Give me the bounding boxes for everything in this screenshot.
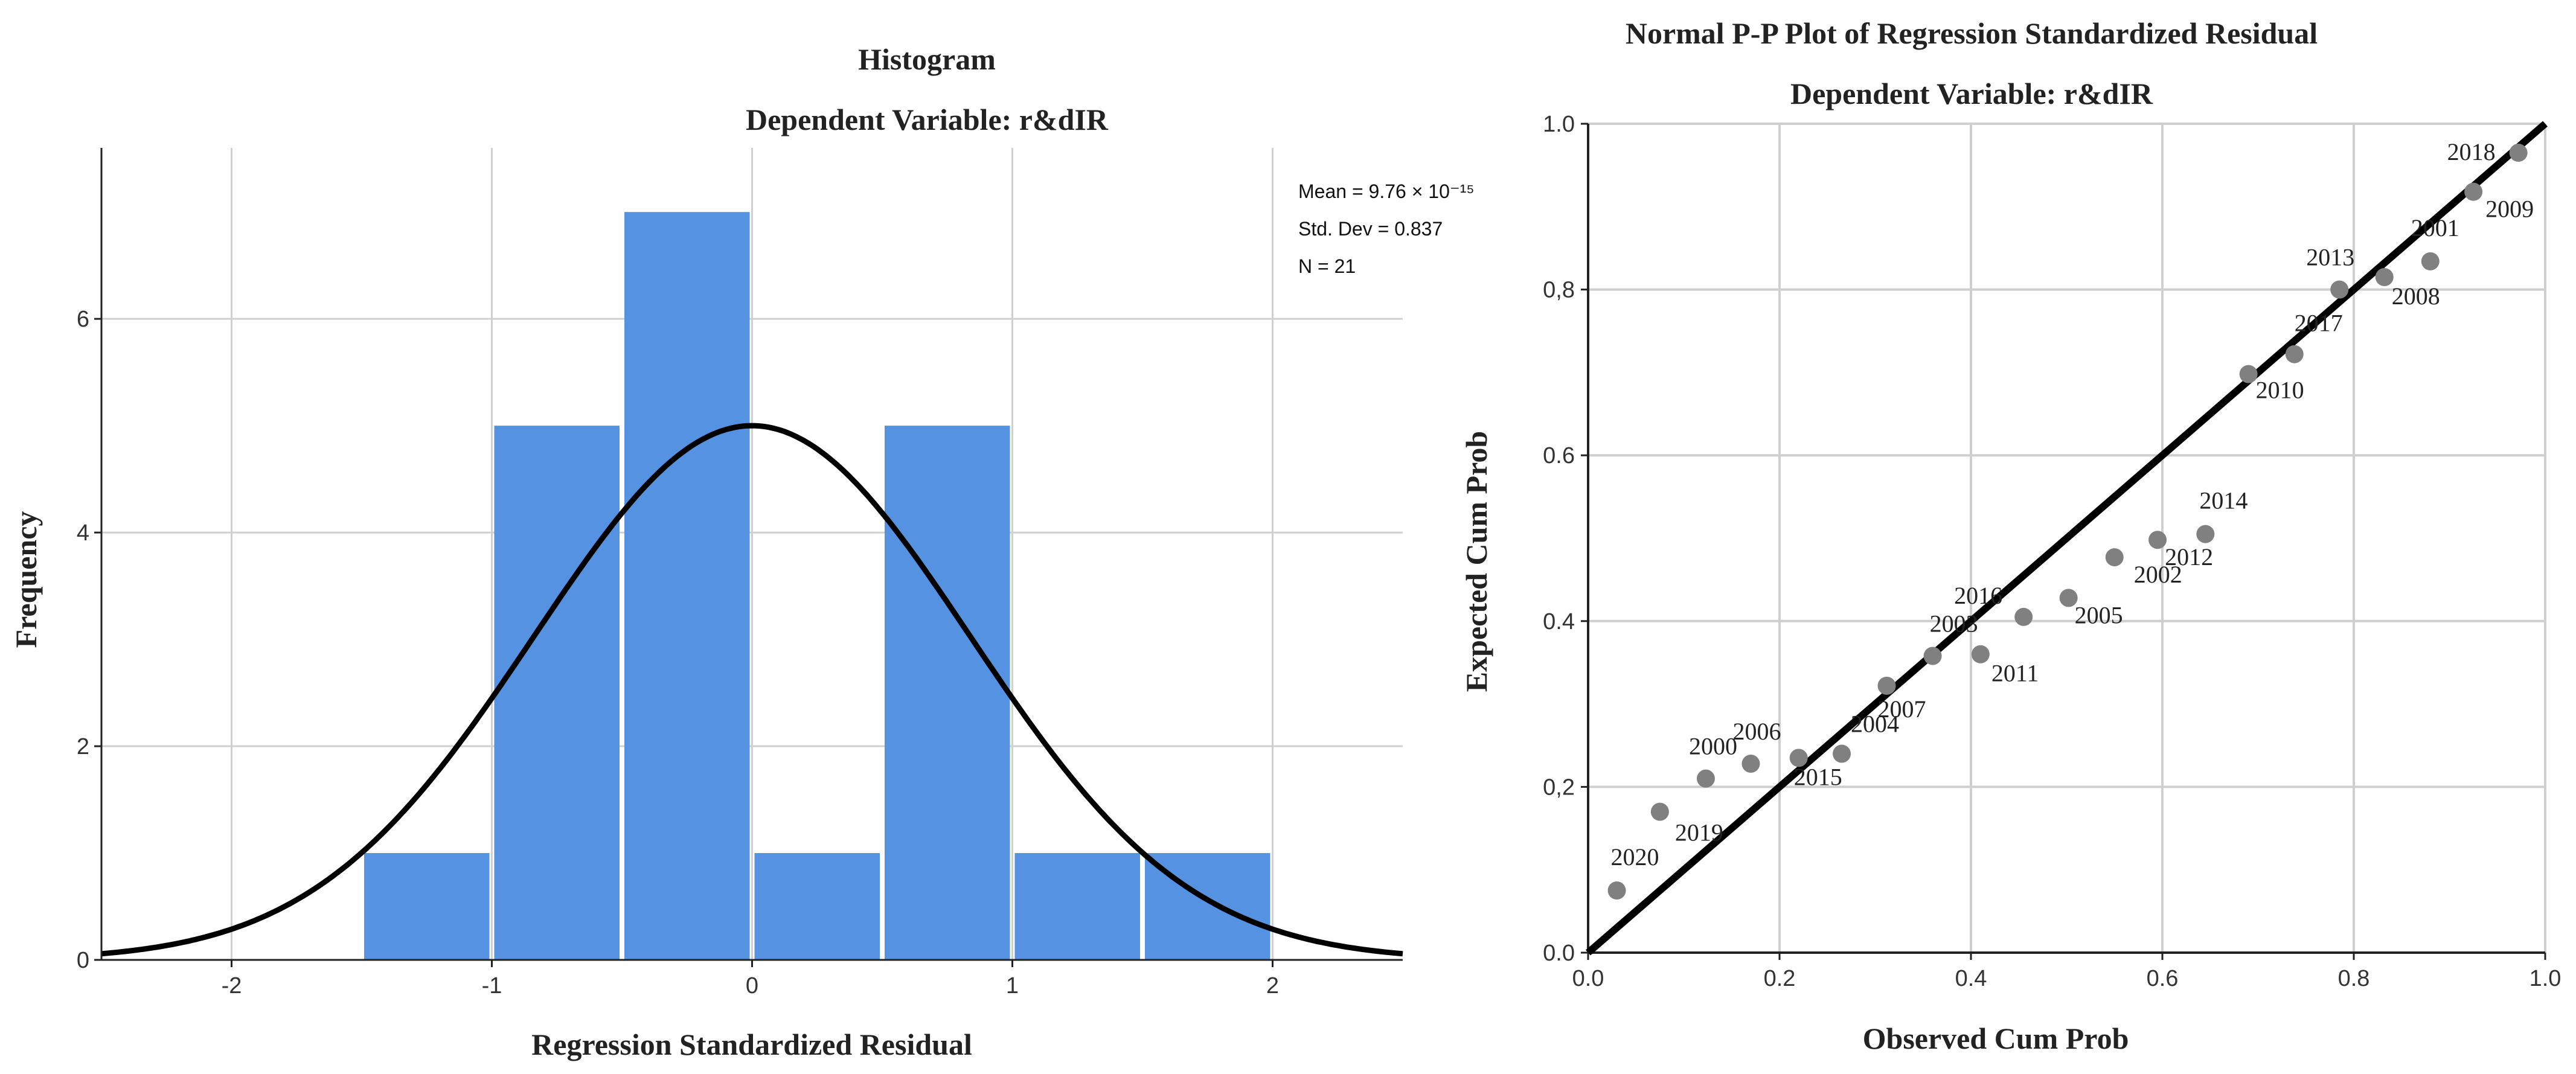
histogram-y-tick-label: 0: [77, 948, 89, 973]
pp-point-label: 2015: [1794, 763, 1842, 790]
pp-point: [1696, 769, 1715, 788]
pp-point: [1741, 754, 1760, 773]
histogram-y-tick-label: 4: [77, 520, 89, 546]
pp-point: [2509, 144, 2528, 162]
pp-point-label: 2008: [2392, 283, 2440, 310]
histogram-panel: Histogram Dependent Variable: r&dIR -2 -1…: [9, 42, 1475, 1061]
pp-plot-y-tick-label: 0.6: [1543, 443, 1575, 468]
pp-point: [1607, 881, 1626, 900]
normal-curve: [101, 423, 1403, 957]
pp-plot-y-tick-label: 0,8: [1543, 278, 1575, 303]
pp-plot-x-tick-label: 0.6: [2147, 966, 2179, 991]
histogram-bar: [754, 853, 880, 960]
pp-point: [2239, 365, 2258, 383]
pp-plot-y-axis-title: Expected Cum Prob: [1459, 431, 1493, 692]
pp-point: [2375, 268, 2394, 287]
pp-point: [2059, 589, 2078, 607]
pp-point: [1833, 744, 1851, 763]
pp-point-label: 2002: [2134, 561, 2182, 588]
pp-plot-x-tick-label: 0.2: [1764, 966, 1796, 991]
pp-point: [1877, 676, 1896, 695]
pp-point-label: 2016: [1954, 582, 2002, 609]
pp-point-label: 2014: [2199, 487, 2248, 514]
pp-plot-y-tick-label: 1.0: [1543, 112, 1575, 137]
pp-point: [2105, 548, 2124, 567]
pp-point-label: 2020: [1611, 843, 1659, 871]
pp-point: [2148, 531, 2167, 549]
pp-point-label: 2000: [1689, 733, 1737, 760]
pp-point: [2285, 345, 2304, 363]
histogram-bar: [364, 853, 490, 960]
histogram-x-tick-label: 2: [1266, 973, 1279, 999]
histogram-y-tick-label: 2: [77, 734, 89, 759]
pp-point: [1789, 749, 1808, 767]
stat-mean: Mean = 9.76 × 10⁻¹⁵: [1298, 181, 1475, 202]
histogram-x-ticks: -2 -1 0 1 2: [222, 960, 1279, 999]
stat-n: N = 21: [1298, 255, 1356, 277]
histogram-bar: [885, 426, 1010, 960]
pp-point: [2014, 607, 2033, 626]
histogram-y-tick-label: 6: [77, 307, 89, 332]
histogram-bar: [1014, 853, 1140, 960]
pp-plot-x-tick-label: 0.8: [2338, 966, 2370, 991]
pp-point-label: 2013: [2306, 244, 2354, 271]
pp-plot-x-axis-title: Observed Cum Prob: [1863, 1021, 2129, 1055]
pp-plot-panel: Normal P-P Plot of Regression Standardiz…: [1459, 16, 2561, 1055]
pp-point-label: 2006: [1732, 718, 1781, 745]
pp-point: [2464, 182, 2483, 201]
pp-plot-title: Normal P-P Plot of Regression Standardiz…: [1626, 16, 2318, 50]
pp-point: [2330, 280, 2349, 299]
pp-point-label: 2003: [1930, 610, 1978, 637]
pp-point-label: 2017: [2295, 310, 2343, 337]
histogram-bar: [494, 426, 620, 960]
histogram-x-tick-label: -1: [482, 973, 502, 999]
pp-point-label: 2019: [1675, 819, 1723, 846]
pp-point-label: 2005: [2075, 601, 2123, 628]
histogram-x-tick-label: -2: [222, 973, 242, 999]
histogram-x-axis-title: Regression Standardized Residual: [531, 1028, 972, 1061]
histogram-x-tick-label: 1: [1006, 973, 1019, 999]
pp-plot-y-ticks: 0.0 0,2 0.4 0.6 0,8 1.0: [1543, 112, 1588, 966]
pp-point: [1971, 645, 1990, 663]
pp-plot-x-tick-label: 0.0: [1572, 966, 1604, 991]
histogram-grid: [101, 148, 1403, 960]
reference-line: [1586, 121, 2548, 956]
pp-plot-axes: [1587, 124, 2545, 954]
histogram-y-axis-title: Frequency: [9, 511, 43, 648]
pp-point-label: 2010: [2256, 377, 2304, 404]
pp-point-label: 2001: [2411, 214, 2459, 241]
pp-point-label: 2007: [1878, 695, 1926, 723]
pp-plot-x-tick-label: 0.4: [1955, 966, 1987, 991]
pp-plot-x-ticks: 0.0 0.2 0.4 0.6 0.8 1.0: [1572, 953, 2562, 991]
histogram-title: Histogram: [858, 42, 996, 76]
pp-plot-y-tick-label: 0.4: [1543, 609, 1575, 634]
pp-plot-y-tick-label: 0,2: [1543, 775, 1575, 800]
pp-plot-y-tick-label: 0.0: [1543, 941, 1575, 966]
pp-point: [2196, 525, 2215, 543]
histogram-x-tick-label: 0: [746, 973, 758, 999]
stat-std-dev: Std. Dev = 0.837: [1298, 218, 1443, 240]
pp-point-label: 2012: [2165, 543, 2213, 571]
pp-plot-subtitle: Dependent Variable: r&dIR: [1790, 77, 2153, 110]
pp-point: [1923, 647, 1942, 665]
histogram-y-ticks: 0 2 4 6: [77, 307, 101, 973]
pp-point-label: 2011: [1991, 660, 2039, 687]
pp-point: [1650, 802, 1669, 821]
pp-point: [2421, 252, 2440, 270]
pp-point-label: 2018: [2447, 138, 2496, 165]
pp-plot-x-tick-label: 1.0: [2530, 966, 2562, 991]
pp-point-label: 2004: [1851, 710, 1899, 737]
pp-point-label: 2009: [2485, 196, 2534, 223]
histogram-subtitle: Dependent Variable: r&dIR: [746, 103, 1109, 136]
histogram-bar: [624, 212, 750, 960]
histogram-bars: [364, 212, 1270, 960]
